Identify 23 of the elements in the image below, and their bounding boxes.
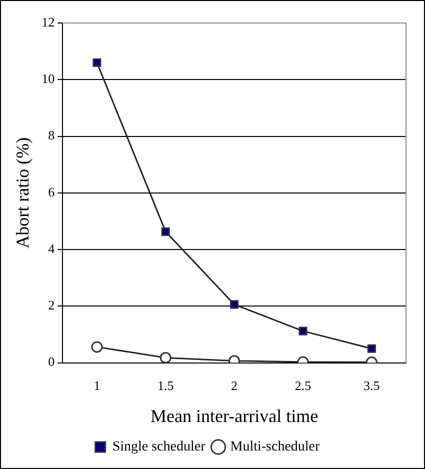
point: [298, 326, 308, 336]
point: [92, 58, 102, 67]
y-tick-label: 8: [48, 128, 55, 143]
x-tick-label: 1.5: [157, 378, 174, 394]
point: [367, 344, 376, 353]
point: [91, 341, 103, 353]
point: [160, 352, 172, 363]
y-tick-label: 6: [48, 184, 56, 200]
point: [230, 300, 239, 309]
x-tick-label: 2: [231, 378, 238, 394]
x-tick-label: 2.5: [294, 378, 312, 394]
y-tick-label: 10: [42, 71, 55, 86]
point: [161, 227, 170, 236]
x-axis-title: Mean inter-arrival time: [150, 406, 318, 426]
x-tick-label: 1: [94, 378, 100, 394]
y-tick-label: 0: [48, 354, 55, 370]
y-tick-label: 4: [48, 240, 56, 256]
y-tick-label: 2: [48, 298, 55, 313]
x-tick-label: 3.5: [364, 378, 380, 394]
y-tick-label: 12: [42, 14, 55, 30]
legend-label: Multi-scheduler: [230, 440, 320, 455]
y-axis-title: Abort ratio (%): [12, 137, 33, 248]
legend-label: Single scheduler: [112, 440, 206, 455]
